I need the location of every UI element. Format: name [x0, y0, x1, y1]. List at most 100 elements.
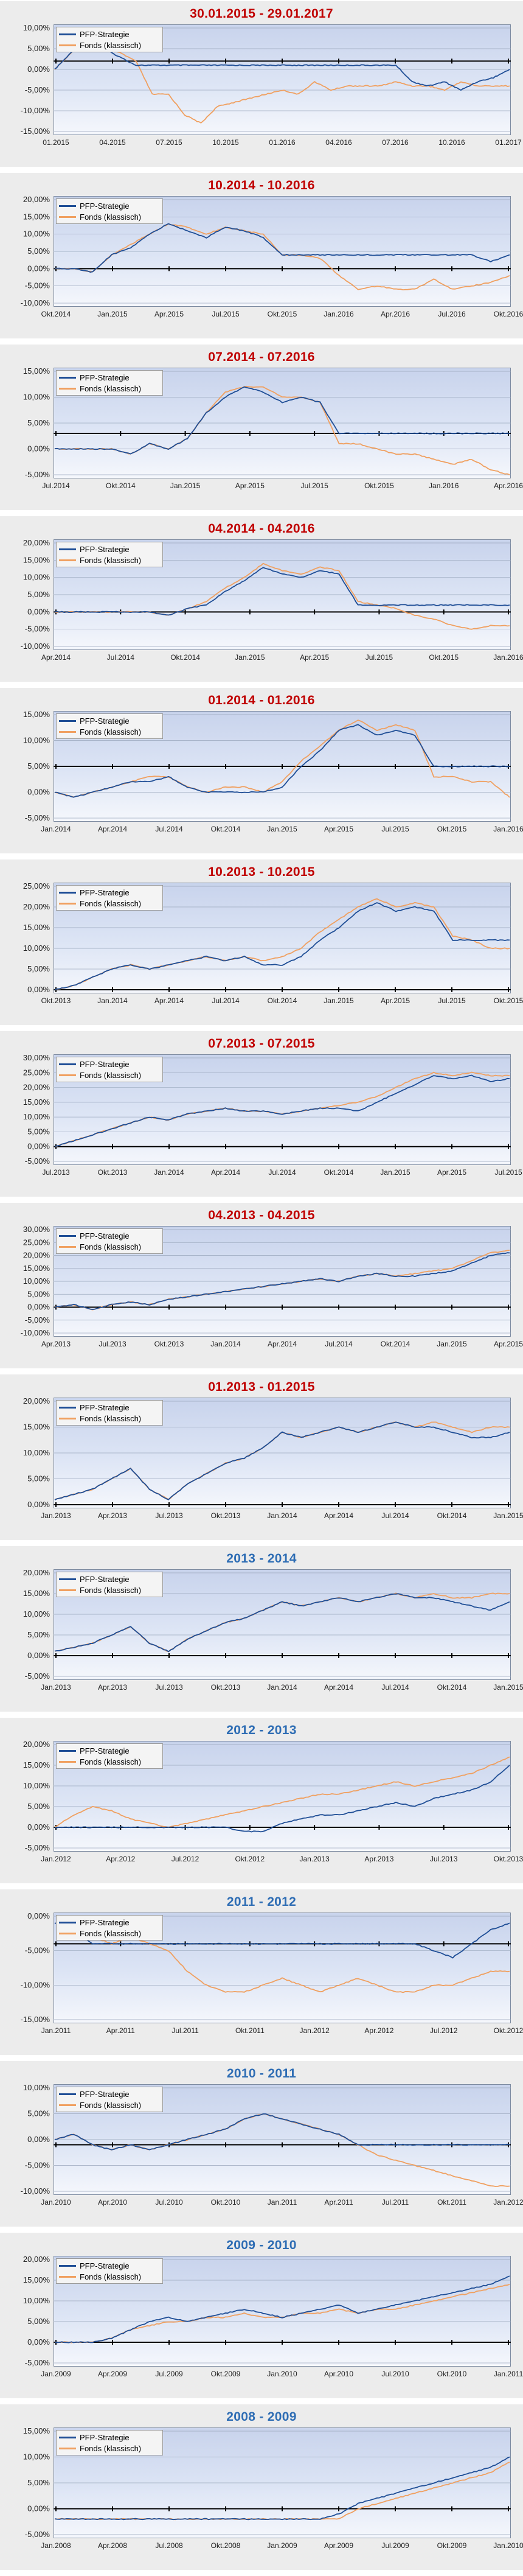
chart-title: 10.2014 - 10.2016 — [208, 178, 315, 192]
legend-label: Fonds (klassisch) — [80, 2272, 142, 2281]
x-tick-label: Jan.2008 — [41, 2541, 71, 2550]
y-tick-label: -5,00% — [25, 2358, 50, 2367]
y-tick-label: 0,00% — [27, 1303, 50, 1312]
y-tick-label: 20,00% — [23, 1740, 50, 1749]
y-tick-label: -15,00% — [21, 2015, 50, 2024]
x-tick-label: Jul.2016 — [438, 310, 466, 318]
legend-swatch — [59, 1760, 76, 1763]
legend-entry: PFP-Strategie — [59, 1573, 160, 1584]
x-tick-label: Apr.2014 — [268, 1340, 297, 1348]
y-tick-label: 15,00% — [23, 1760, 50, 1769]
legend: PFP-Strategie Fonds (klassisch) — [56, 542, 163, 567]
legend-label: PFP-Strategie — [80, 1231, 130, 1241]
legend-swatch — [59, 1932, 76, 1934]
legend-label: PFP-Strategie — [80, 2432, 130, 2442]
legend: PFP-Strategie Fonds (klassisch) — [56, 1915, 163, 1941]
chart-title: 2011 - 2012 — [226, 1895, 297, 1909]
legend-entry: Fonds (klassisch) — [59, 211, 160, 222]
x-tick-label: Jul.2013 — [155, 1683, 183, 1692]
x-tick-label: Jul.2008 — [155, 2541, 183, 2550]
x-tick-label: Jan.2010 — [493, 2541, 523, 2550]
legend: PFP-Strategie Fonds (klassisch) — [56, 1057, 163, 1082]
y-tick-label: 15,00% — [23, 366, 50, 376]
y-tick-label: 10,00% — [23, 1448, 50, 1457]
chart-svg: 30,00% 25,00% 20,00% 15,00% 10,00% 5,00% 0,00%… — [23, 1053, 522, 1177]
y-tick-label: 0,00% — [27, 1500, 50, 1509]
x-tick-label: Apr.2015 — [300, 653, 329, 662]
legend-label: PFP-Strategie — [80, 1917, 130, 1927]
y-tick-label: 0,00% — [27, 2135, 50, 2144]
x-tick-label: Okt.2009 — [211, 2370, 241, 2378]
series-line-pfp-strategie — [54, 1252, 510, 1311]
legend-entry: PFP-Strategie — [59, 1402, 160, 1413]
x-tick-label: Okt.2015 — [437, 825, 467, 833]
y-tick-label: 5,00% — [27, 1630, 50, 1639]
legend-swatch — [59, 1406, 76, 1409]
x-tick-label: Jul.2014 — [381, 1511, 409, 1520]
legend-entry: Fonds (klassisch) — [59, 726, 160, 737]
series-line-pfp-strategie — [54, 1922, 510, 1959]
x-tick-label: Apr.2014 — [324, 1683, 353, 1692]
y-tick-label: 10,00% — [23, 1609, 50, 1619]
y-tick-label: -5,00% — [25, 2161, 50, 2170]
legend-entry: PFP-Strategie — [59, 200, 160, 211]
y-tick-label: -10,00% — [21, 298, 50, 307]
x-tick-label: Jan.2015 — [267, 825, 297, 833]
legend-swatch — [59, 1417, 76, 1419]
legend-entry: Fonds (klassisch) — [59, 2443, 160, 2454]
legend-swatch — [59, 2264, 76, 2267]
legend: PFP-Strategie Fonds (klassisch) — [56, 2087, 163, 2112]
series-line-fonds-klassisch — [54, 2113, 510, 2187]
legend-entry: Fonds (klassisch) — [59, 898, 160, 909]
chart-title: 2009 - 2010 — [226, 2238, 297, 2252]
y-tick-label: 5,00% — [27, 761, 50, 771]
y-tick-label: -5,00% — [25, 1157, 50, 1166]
y-tick-label: 10,00% — [23, 2083, 50, 2092]
legend-entry: PFP-Strategie — [59, 2432, 160, 2443]
chart-title: 07.2014 - 07.2016 — [208, 350, 315, 364]
y-tick-label: -5,00% — [25, 1315, 50, 1325]
x-tick-label: Apr.2016 — [381, 310, 410, 318]
x-tick-label: Okt.2010 — [437, 2370, 467, 2378]
legend: PFP-Strategie Fonds (klassisch) — [56, 2258, 163, 2284]
x-tick-label: Jan.2014 — [97, 996, 128, 1005]
legend-swatch — [59, 1749, 76, 1752]
y-tick-label: 10,00% — [23, 1112, 50, 1121]
x-tick-label: Jul.2015 — [212, 310, 240, 318]
x-tick-label: Okt.2014 — [170, 653, 200, 662]
legend-label: Fonds (klassisch) — [80, 2443, 142, 2453]
x-tick-label: Apr.2010 — [98, 2198, 127, 2207]
y-tick-label: 10,00% — [23, 736, 50, 745]
x-tick-label: Apr.2011 — [106, 2026, 135, 2035]
chart-panel: 2010 - 2011 10,00% 5,00% 0,00% -5,00% -10,00%… — [0, 2060, 523, 2227]
legend-entry: Fonds (klassisch) — [59, 383, 160, 394]
legend-swatch — [59, 2275, 76, 2278]
chart-title: 01.2013 - 01.2015 — [208, 1380, 315, 1394]
x-tick-label: Apr.2009 — [98, 2370, 127, 2378]
legend-entry: Fonds (klassisch) — [59, 2099, 160, 2110]
legend-swatch — [59, 2104, 76, 2106]
legend-swatch — [59, 559, 76, 561]
chart-panel: 10.2014 - 10.2016 20,00% 15,00% 10,00% 5,00%… — [0, 172, 523, 338]
legend-entry: PFP-Strategie — [59, 29, 160, 40]
legend-swatch — [59, 2093, 76, 2095]
y-tick-label: 0,00% — [27, 444, 50, 453]
legend-label: Fonds (klassisch) — [80, 1070, 142, 1080]
x-tick-label: Jan.2015 — [493, 1511, 523, 1520]
x-tick-label: Jan.2015 — [380, 1168, 410, 1177]
x-tick-label: Jul.2013 — [155, 1511, 183, 1520]
x-tick-label: Okt.2008 — [211, 2541, 241, 2550]
y-tick-label: 15,00% — [23, 923, 50, 932]
y-tick-label: 20,00% — [23, 2255, 50, 2264]
legend-swatch — [59, 1234, 76, 1237]
series-line-pfp-strategie — [54, 902, 510, 990]
legend-label: Fonds (klassisch) — [80, 1242, 142, 1251]
y-tick-label: 20,00% — [23, 1568, 50, 1577]
series-line-fonds-klassisch — [54, 898, 510, 990]
y-tick-label: -5,00% — [25, 1946, 50, 1955]
chart-svg: 10,00% 5,00% 0,00% -5,00% -10,00% -15,00% 01.2… — [21, 23, 522, 147]
chart-panel: 04.2014 - 04.2016 20,00% 15,00% 10,00% 5,00%… — [0, 515, 523, 682]
x-tick-label: Apr.2013 — [98, 1683, 127, 1692]
legend: PFP-Strategie Fonds (klassisch) — [56, 885, 163, 911]
legend-swatch — [59, 215, 76, 218]
